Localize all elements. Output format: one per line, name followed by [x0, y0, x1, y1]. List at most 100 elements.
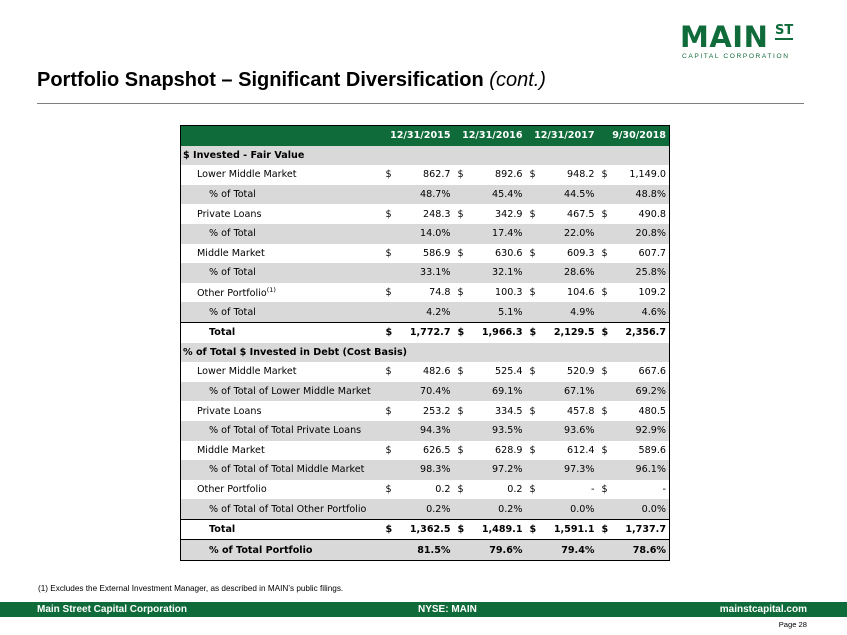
value-text: 1,772.7 [409, 327, 451, 339]
currency-symbol: $ [385, 169, 392, 181]
row-label-text: % of Total [209, 267, 256, 279]
header-blank-cell [180, 125, 382, 146]
currency-symbol: $ [385, 327, 393, 339]
value-text: 0.0% [570, 503, 595, 515]
value-text: - [591, 483, 595, 495]
value-text: 490.8 [638, 208, 666, 220]
value-cell: 17.4% [453, 223, 526, 244]
value-cell: 4.9% [525, 302, 598, 323]
currency-symbol: $ [529, 327, 537, 339]
table-row: % of Total of Total Private Loans 94.3% 93… [180, 420, 670, 441]
value-text: 69.1% [492, 386, 523, 398]
table-row: Other Portfolio(1) $74.8 $100.3 $104.6 $109.… [181, 283, 670, 303]
value-text: 48.7% [420, 189, 451, 201]
value-text: 33.1% [420, 267, 451, 279]
row-label-text: Other Portfolio [197, 483, 267, 495]
value-cell: $892.6 [454, 165, 526, 185]
footnote: (1) Excludes the External Investment Man… [38, 584, 344, 593]
currency-symbol: $ [385, 247, 392, 259]
table-row: Total $1,772.7 $1,966.3 $2,129.5 $2,356.7 [180, 321, 670, 343]
currency-symbol: $ [529, 208, 536, 220]
currency-symbol: $ [529, 287, 536, 299]
currency-symbol: $ [385, 208, 392, 220]
logo-st-text: ST [775, 23, 794, 40]
row-label-text: % of Total of Lower Middle Market [209, 386, 371, 398]
table-header-row: 12/31/2015 12/31/2016 12/31/2017 9/30/2018 [180, 125, 670, 146]
value-text: 1,591.1 [553, 524, 595, 536]
row-label-text: Other Portfolio [197, 288, 267, 300]
page-title-main: Portfolio Snapshot – Significant Diversi… [37, 69, 484, 91]
value-cell: $480.5 [598, 401, 670, 421]
value-text: 482.6 [423, 366, 451, 378]
row-label-text: Middle Market [197, 444, 265, 456]
value-cell: 93.5% [453, 420, 526, 441]
value-text: 520.9 [567, 366, 595, 378]
value-text: 948.2 [567, 169, 595, 181]
currency-symbol: $ [457, 287, 464, 299]
value-cell: $609.3 [526, 244, 598, 264]
currency-symbol: $ [385, 524, 393, 536]
row-label: Middle Market [181, 244, 382, 264]
currency-symbol: $ [457, 327, 465, 339]
value-text: 480.5 [638, 405, 666, 417]
value-cell: $253.2 [382, 401, 454, 421]
row-label-text: % of Total $ Invested in Debt (Cost Basi… [183, 346, 408, 358]
table-row: Private Loans $248.3 $342.9 $467.5 $490.8 [181, 204, 670, 224]
column-header: 12/31/2017 [525, 125, 598, 146]
value-text: 94.3% [420, 425, 451, 437]
table-row: Middle Market $626.5 $628.9 $612.4 $589.6 [181, 441, 670, 461]
currency-symbol: $ [457, 483, 464, 495]
currency-symbol: $ [601, 366, 608, 378]
currency-symbol: $ [529, 483, 536, 495]
row-label-text: % of Total of Total Private Loans [209, 425, 362, 437]
row-label: % of Total of Lower Middle Market [180, 381, 382, 402]
value-cell: $490.8 [598, 204, 670, 224]
footer-website[interactable]: mainstcapital.com [719, 604, 807, 615]
value-cell: 0.0% [525, 499, 598, 520]
value-cell: 96.1% [597, 460, 670, 480]
title-divider [37, 103, 804, 104]
value-text: 1,489.1 [481, 524, 523, 536]
value-text: 667.6 [638, 366, 666, 378]
value-cell: $482.6 [382, 362, 454, 382]
currency-symbol: $ [457, 444, 464, 456]
value-text: 97.2% [492, 464, 523, 476]
row-label: % of Total of Total Other Portfolio [180, 499, 382, 520]
row-label: % of Total [180, 184, 382, 205]
row-label-text: % of Total [209, 228, 256, 240]
value-text: 98.3% [420, 464, 451, 476]
currency-symbol: $ [529, 444, 536, 456]
value-text: 1,966.3 [481, 327, 523, 339]
table-row: $ Invested - Fair Value [180, 145, 670, 166]
value-text: - [662, 483, 666, 495]
value-text: 93.6% [564, 425, 595, 437]
value-cell: $948.2 [526, 165, 598, 185]
currency-symbol: $ [601, 405, 608, 417]
currency-symbol: $ [457, 169, 464, 181]
currency-symbol: $ [457, 405, 464, 417]
value-text: 109.2 [638, 287, 666, 299]
currency-symbol: $ [601, 444, 608, 456]
value-cell: $628.9 [454, 441, 526, 461]
footer-bar: Main Street Capital Corporation NYSE: MA… [0, 602, 847, 617]
value-cell: 94.3% [381, 420, 454, 441]
table-row: % of Total $ Invested in Debt (Cost Basi… [180, 342, 670, 363]
value-text: 253.2 [423, 405, 451, 417]
row-label: $ Invested - Fair Value [180, 145, 670, 166]
value-text: 44.5% [564, 189, 595, 201]
value-text: 25.8% [635, 267, 666, 279]
row-label: Lower Middle Market [181, 165, 382, 185]
value-cell: $1,772.7 [381, 321, 454, 343]
value-text: 0.0% [641, 503, 666, 515]
value-cell: 4.6% [597, 302, 670, 323]
value-text: 22.0% [564, 228, 595, 240]
value-text: 0.2% [426, 503, 451, 515]
table-row: % of Total of Total Other Portfolio 0.2% 0… [180, 499, 670, 520]
table-row: Middle Market $586.9 $630.6 $609.3 $607.7 [181, 244, 670, 264]
value-text: 81.5% [417, 544, 451, 556]
row-label: % of Total [180, 302, 382, 323]
value-text: 69.2% [635, 386, 666, 398]
value-text: 96.1% [635, 464, 666, 476]
currency-symbol: $ [529, 366, 536, 378]
value-text: 586.9 [423, 247, 451, 259]
